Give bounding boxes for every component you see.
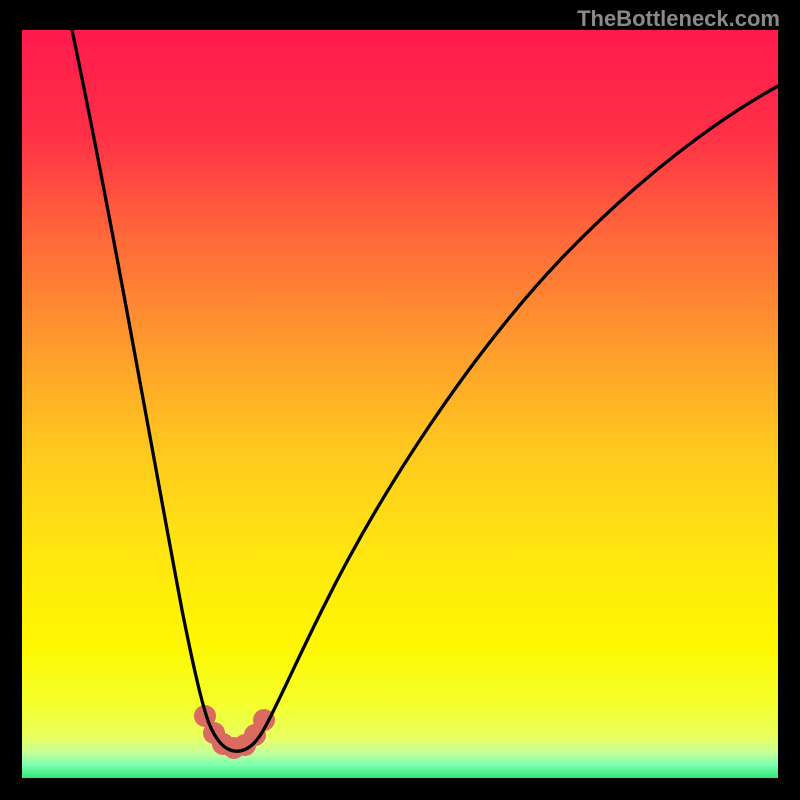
watermark-text: TheBottleneck.com: [577, 6, 780, 32]
frame-bottom: [0, 778, 800, 800]
gradient-plot-area: [22, 30, 778, 778]
frame-left: [0, 0, 22, 800]
bottleneck-chart: [0, 0, 800, 800]
frame-right: [778, 0, 800, 800]
